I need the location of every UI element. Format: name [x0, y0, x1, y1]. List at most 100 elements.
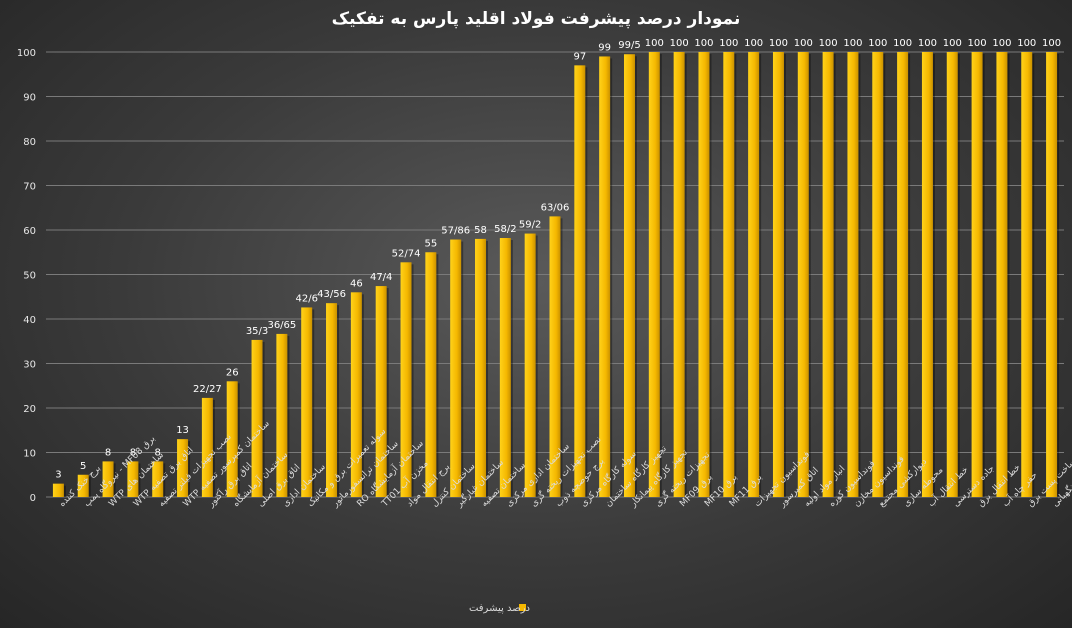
- data-label: 46: [350, 278, 363, 289]
- data-label: 100: [918, 38, 937, 49]
- data-label: 57/86: [441, 226, 470, 237]
- bar: [375, 286, 387, 497]
- bar: [350, 292, 362, 497]
- data-label: 63/06: [541, 202, 570, 213]
- bar: [673, 52, 685, 497]
- data-label: 8: [105, 447, 111, 458]
- bar: [102, 461, 114, 497]
- data-label: 35/3: [246, 326, 268, 337]
- bar: [276, 333, 288, 497]
- data-label: 52/74: [392, 248, 421, 259]
- bar: [698, 52, 710, 497]
- data-label: 36/65: [267, 320, 296, 331]
- data-label: 100: [1017, 38, 1036, 49]
- y-tick-label: 90: [23, 93, 36, 104]
- y-axis-ticks: 0 10 20 30 40 50 60 70 80 90 100: [17, 48, 36, 504]
- y-tick-label: 50: [23, 271, 36, 282]
- y-tick-label: 100: [17, 48, 36, 59]
- bar: [772, 52, 784, 497]
- data-label: 100: [819, 38, 838, 49]
- bar: [648, 52, 660, 497]
- bar: [847, 52, 859, 497]
- data-label: 43/56: [317, 289, 346, 300]
- bar: [450, 239, 462, 497]
- data-label: 13: [176, 425, 189, 436]
- bar: [177, 439, 189, 497]
- data-label: 99/5: [618, 40, 640, 51]
- bar: [623, 54, 635, 497]
- bar: [301, 307, 313, 497]
- data-label: 5: [80, 461, 86, 472]
- bar: [872, 52, 884, 497]
- data-label: 100: [968, 38, 987, 49]
- data-label: 100: [843, 38, 862, 49]
- bar: [748, 52, 760, 497]
- data-label: 100: [992, 38, 1011, 49]
- data-label: 100: [943, 38, 962, 49]
- bar: [921, 52, 933, 497]
- data-label: 97: [573, 51, 586, 62]
- data-label: 100: [744, 38, 763, 49]
- y-tick-label: 10: [23, 449, 36, 460]
- data-label: 47/4: [370, 272, 392, 283]
- legend-swatch: [519, 604, 526, 611]
- bar: [996, 52, 1008, 497]
- bar: [226, 381, 238, 497]
- data-label: 100: [719, 38, 738, 49]
- bar: [152, 461, 164, 497]
- bar: [897, 52, 909, 497]
- bar: [475, 238, 487, 497]
- y-tick-label: 0: [30, 493, 36, 504]
- bars: [52, 52, 1060, 497]
- bar: [127, 461, 139, 497]
- data-label: 8: [130, 447, 136, 458]
- data-label: 58/2: [494, 224, 516, 235]
- data-label: 100: [694, 38, 713, 49]
- bar: [499, 238, 511, 497]
- bar: [549, 216, 561, 497]
- bar: [1046, 52, 1058, 497]
- bar: [201, 397, 213, 497]
- bar: [599, 56, 611, 497]
- data-label: 42/6: [295, 293, 317, 304]
- bar: [524, 233, 536, 497]
- bar: [251, 339, 263, 497]
- data-label: 58: [474, 225, 487, 236]
- data-label: 22/27: [193, 384, 222, 395]
- bar: [822, 52, 834, 497]
- legend: درصد پیشرفت: [469, 603, 530, 614]
- bar: [52, 483, 64, 497]
- bar: [797, 52, 809, 497]
- y-tick-label: 30: [23, 360, 36, 371]
- data-label: 100: [1042, 38, 1061, 49]
- data-label: 8: [155, 447, 161, 458]
- data-label: 3: [55, 470, 61, 481]
- bar: [723, 52, 735, 497]
- bar: [400, 262, 412, 497]
- y-tick-label: 40: [23, 315, 36, 326]
- y-tick-label: 60: [23, 226, 36, 237]
- data-label: 100: [868, 38, 887, 49]
- bar: [326, 303, 338, 497]
- legend-label: درصد پیشرفت: [469, 603, 530, 614]
- bar: [971, 52, 983, 497]
- data-label: 100: [893, 38, 912, 49]
- bar: [574, 65, 586, 497]
- bar: [77, 474, 89, 497]
- data-label: 55: [424, 238, 437, 249]
- bar: [425, 252, 437, 497]
- bar: [1021, 52, 1033, 497]
- y-tick-label: 80: [23, 137, 36, 148]
- data-label: 99: [598, 42, 611, 53]
- data-label: 100: [670, 38, 689, 49]
- chart-title: نمودار درصد پیشرفت فولاد اقلید پارس به ت…: [332, 9, 741, 29]
- data-label: 100: [769, 38, 788, 49]
- data-label: 26: [226, 367, 239, 378]
- y-tick-label: 20: [23, 404, 36, 415]
- data-label: 100: [645, 38, 664, 49]
- bar: [946, 52, 958, 497]
- data-label: 59/2: [519, 220, 541, 231]
